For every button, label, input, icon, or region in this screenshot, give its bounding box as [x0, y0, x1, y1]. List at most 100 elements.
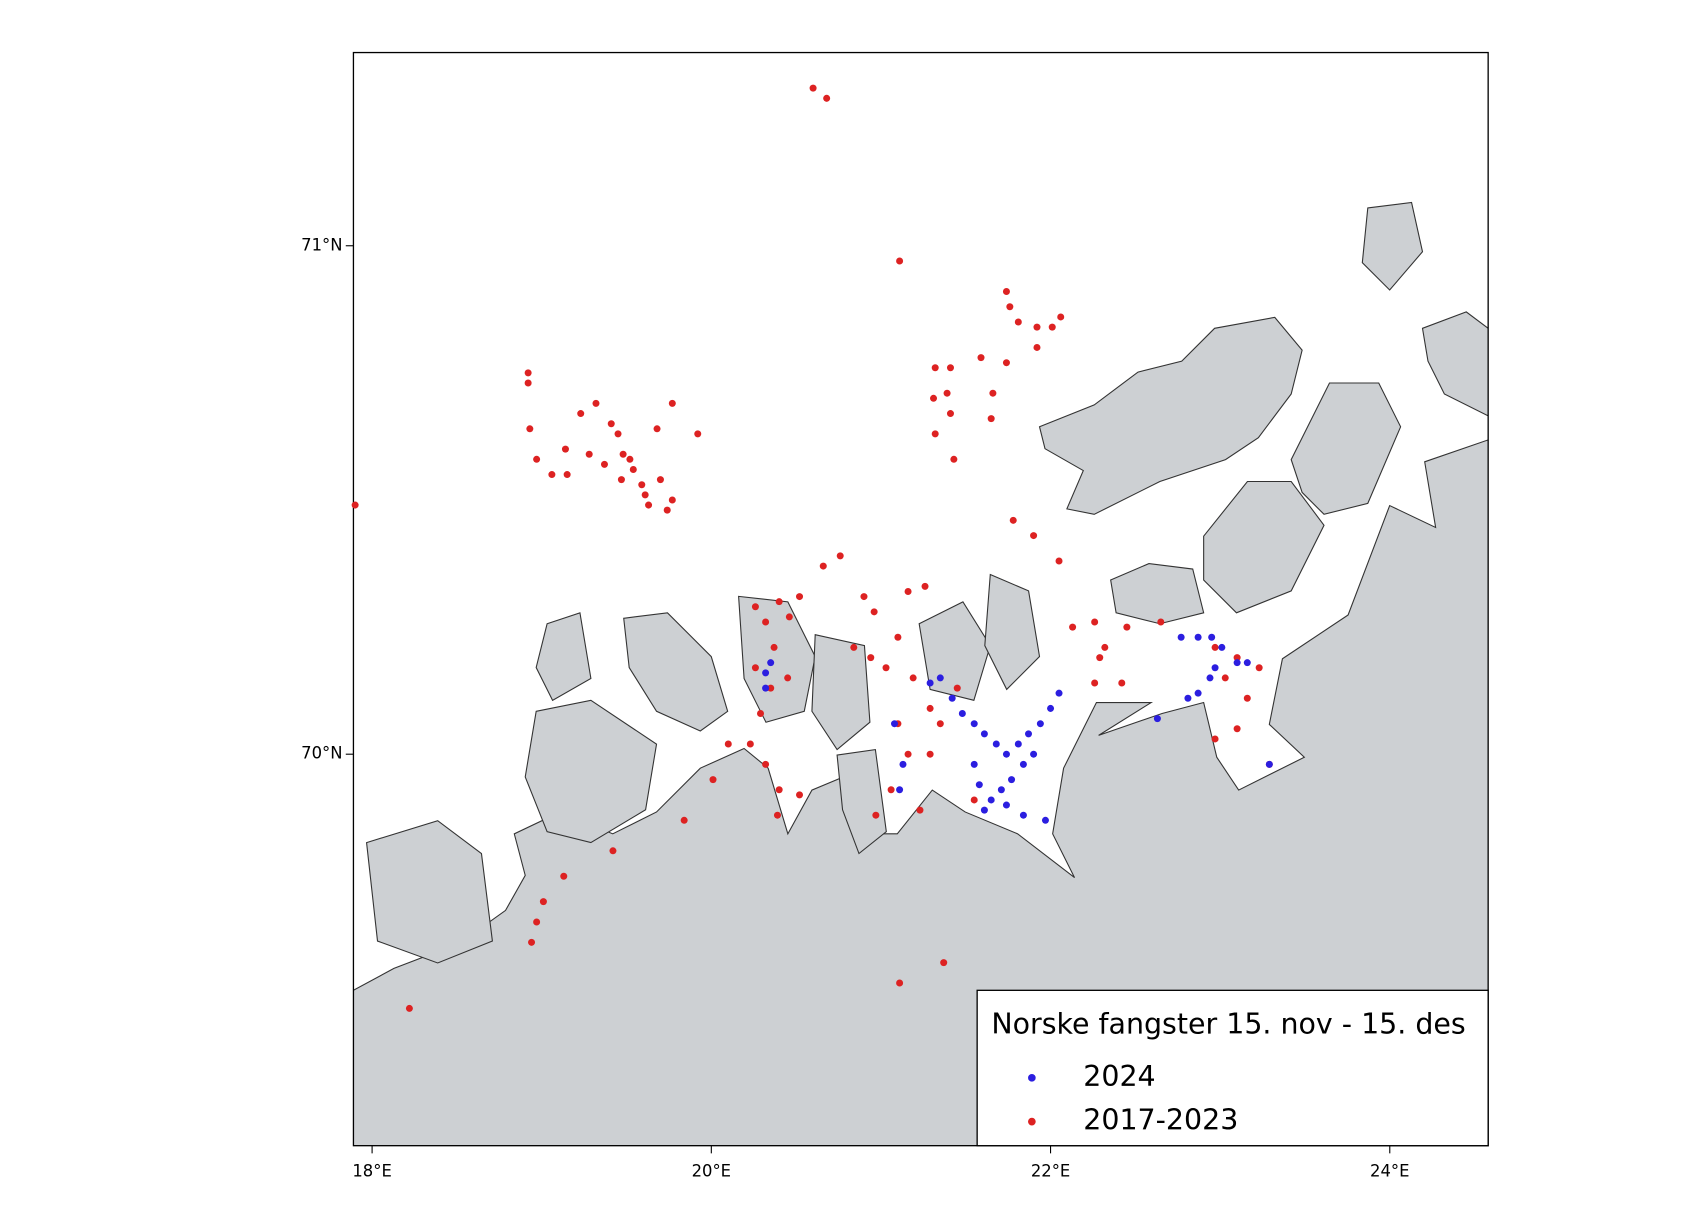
- catch-point: [533, 455, 541, 463]
- catch-point: [1091, 679, 1099, 687]
- catch-point: [629, 465, 637, 473]
- catch-point: [896, 786, 904, 794]
- y-tick-label: 71°N: [301, 235, 342, 254]
- catch-point: [524, 369, 532, 377]
- catch-point: [561, 445, 569, 453]
- catch-point: [767, 684, 775, 692]
- catch-point: [896, 979, 904, 987]
- catch-point: [958, 710, 966, 718]
- catch-point: [600, 460, 608, 468]
- catch-point: [1008, 776, 1016, 784]
- catch-point: [946, 364, 954, 372]
- catch-point: [909, 674, 917, 682]
- catch-point: [987, 415, 995, 423]
- catch-point: [592, 399, 600, 407]
- catch-point: [1009, 516, 1017, 524]
- catch-point: [351, 501, 359, 509]
- catch-point: [970, 760, 978, 768]
- catch-point: [607, 420, 615, 428]
- catch-point: [1033, 343, 1041, 351]
- catch-point: [751, 603, 759, 611]
- legend-title: Norske fangster 15. nov - 15. des: [991, 1007, 1465, 1040]
- catch-point: [989, 389, 997, 397]
- x-tick-label: 24°E: [1370, 1161, 1409, 1180]
- catch-point: [796, 593, 804, 601]
- catch-point: [1041, 816, 1049, 824]
- catch-point: [930, 394, 938, 402]
- catch-point: [1002, 359, 1010, 367]
- catch-point: [1123, 623, 1131, 631]
- land: [353, 201, 1489, 1146]
- catch-point: [548, 471, 556, 479]
- catch-point: [894, 633, 902, 641]
- catch-point: [528, 938, 536, 946]
- catch-point: [1208, 633, 1216, 641]
- catch-point: [1002, 288, 1010, 296]
- catch-point: [609, 847, 617, 855]
- catch-point: [970, 796, 978, 804]
- x-tick-label: 22°E: [1031, 1161, 1070, 1180]
- legend-label: 2017-2023: [1083, 1104, 1238, 1137]
- catch-point: [585, 450, 593, 458]
- catch-point: [626, 455, 634, 463]
- catch-point: [1255, 664, 1263, 672]
- catch-point: [1233, 725, 1241, 733]
- catch-point: [1233, 659, 1241, 667]
- catch-point: [775, 598, 783, 606]
- catch-point: [916, 806, 924, 814]
- catch-point: [936, 720, 944, 728]
- catch-point: [1096, 654, 1104, 662]
- catch-point: [680, 816, 688, 824]
- legend-box: [976, 989, 1489, 1147]
- catch-point: [1194, 689, 1202, 697]
- catch-point: [936, 674, 944, 682]
- catch-point: [1233, 654, 1241, 662]
- catch-point: [762, 669, 770, 677]
- catch-point: [904, 750, 912, 758]
- catch-point: [1030, 532, 1038, 540]
- legend-marker: [1028, 1117, 1036, 1126]
- catch-point: [762, 618, 770, 626]
- catch-point: [872, 811, 880, 819]
- catch-point: [953, 684, 961, 692]
- catch-point: [975, 781, 983, 789]
- catch-point: [1002, 801, 1010, 809]
- catch-point: [539, 898, 547, 906]
- catch-point: [940, 959, 948, 967]
- catch-point: [1101, 643, 1109, 651]
- catch-point: [896, 257, 904, 265]
- catch-point: [1211, 735, 1219, 743]
- catch-point: [997, 786, 1005, 794]
- catch-point: [405, 1004, 413, 1012]
- catch-point: [1033, 323, 1041, 331]
- catch-point: [1221, 674, 1229, 682]
- catch-point: [751, 664, 759, 672]
- catch-point: [767, 659, 775, 667]
- catch-point: [668, 496, 676, 504]
- catch-point: [931, 430, 939, 438]
- catch-point: [533, 918, 541, 926]
- catch-point: [1069, 623, 1077, 631]
- catch-point: [784, 674, 792, 682]
- catch-point: [946, 410, 954, 418]
- catch-point: [980, 806, 988, 814]
- catch-point: [524, 379, 532, 387]
- map-frame: [352, 51, 1489, 1147]
- catch-point: [746, 740, 754, 748]
- catch-point: [870, 608, 878, 616]
- catch-point: [770, 643, 778, 651]
- legend-label: 2024: [1083, 1060, 1155, 1093]
- catch-point: [970, 720, 978, 728]
- catch-point: [931, 364, 939, 372]
- catch-point: [724, 740, 732, 748]
- catch-point: [867, 654, 875, 662]
- catch-point: [1218, 643, 1226, 651]
- catch-point: [1091, 618, 1099, 626]
- x-tick-label: 20°E: [692, 1161, 731, 1180]
- catch-point: [1177, 633, 1185, 641]
- catch-point: [1014, 318, 1022, 326]
- catch-point: [773, 811, 781, 819]
- catch-point: [1057, 313, 1065, 321]
- catch-point: [950, 455, 958, 463]
